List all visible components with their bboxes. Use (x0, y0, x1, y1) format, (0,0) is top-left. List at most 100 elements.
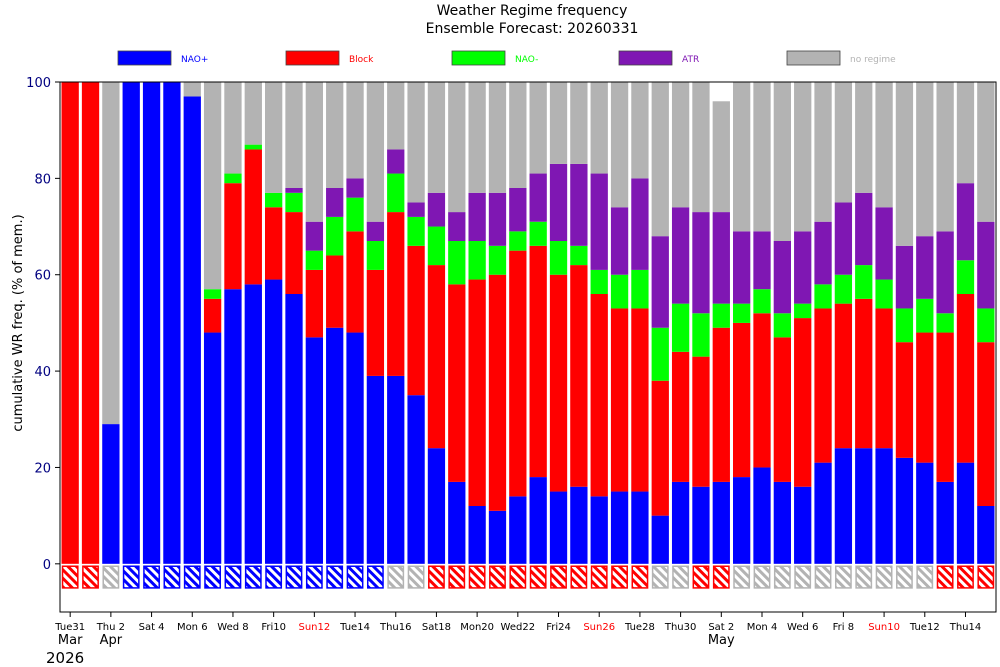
bar-nao-29 (651, 327, 669, 381)
bar-noregime-2 (102, 82, 120, 425)
bar-nao-28 (631, 491, 649, 564)
bar-atr-14 (346, 178, 364, 198)
bar-noregime-44 (956, 82, 975, 184)
bar-atr-27 (610, 207, 629, 275)
bar-block-34 (753, 313, 771, 468)
x-tick-label-16: Thu16 (379, 622, 412, 633)
bar-atr-11 (285, 188, 303, 193)
observed-box-20 (468, 565, 486, 589)
x-tick-label-22: Wed22 (501, 622, 536, 633)
bar-noregime-31 (692, 82, 710, 213)
bar-nao-39 (855, 448, 873, 564)
x-tick-label-18: Sat18 (422, 622, 451, 633)
legend-swatch-1 (285, 50, 340, 66)
bar-nao-33 (733, 303, 751, 323)
bar-nao-42 (916, 298, 934, 333)
x-tick-label-26: Sun26 (583, 622, 615, 633)
bar-nao-29 (651, 515, 669, 564)
bar-nao-35 (773, 481, 791, 564)
bar-nao-35 (773, 313, 791, 338)
bar-atr-25 (570, 163, 588, 246)
bar-block-27 (610, 308, 629, 492)
bar-atr-12 (305, 221, 323, 251)
chart-subtitle: Ensemble Forecast: 20260331 (426, 21, 639, 37)
bar-nao-15 (366, 241, 385, 270)
legend-label-2: NAO- (515, 55, 538, 65)
bar-nao-34 (753, 289, 771, 314)
x-tick-label-30: Thu30 (664, 622, 697, 633)
bar-nao-11 (285, 192, 303, 213)
bar-nao-37 (814, 462, 832, 564)
bar-nao-27 (610, 491, 629, 564)
bar-nao-20 (468, 241, 486, 280)
bar-block-24 (549, 274, 568, 492)
bar-atr-43 (936, 231, 954, 314)
observed-box-36 (794, 565, 812, 589)
observed-box-26 (590, 565, 608, 589)
bar-atr-42 (916, 236, 934, 299)
bar-noregime-22 (509, 82, 527, 188)
bar-noregime-43 (936, 82, 954, 232)
observed-box-35 (773, 565, 791, 589)
y-tick-label-40: 40 (34, 365, 51, 380)
bar-nao-16 (387, 173, 405, 213)
bar-nao-21 (488, 510, 507, 564)
bar-block-28 (631, 308, 649, 492)
bar-nao-24 (549, 491, 568, 564)
bar-block-39 (855, 298, 873, 449)
bar-atr-13 (326, 188, 344, 217)
bar-noregime-8 (224, 82, 242, 174)
x-tick-label-28: Tue28 (624, 622, 655, 633)
bars-group (61, 82, 995, 564)
month-label-may: May (708, 633, 735, 648)
bar-noregime-36 (794, 82, 812, 232)
bar-nao-44 (956, 260, 975, 294)
x-tick-label-42: Tue12 (909, 622, 940, 633)
observed-box-22 (509, 565, 527, 589)
observed-box-5 (163, 565, 181, 589)
bar-atr-35 (773, 241, 791, 314)
observed-box-8 (224, 565, 242, 589)
bar-nao-38 (834, 274, 853, 304)
observed-box-18 (428, 565, 445, 589)
bar-atr-38 (834, 202, 853, 275)
bar-nao-42 (916, 462, 934, 564)
bar-atr-23 (529, 173, 547, 222)
bar-noregime-30 (671, 82, 690, 208)
bar-noregime-20 (468, 82, 486, 193)
observed-box-40 (875, 565, 893, 589)
bar-block-12 (305, 269, 323, 338)
observed-box-45 (977, 565, 995, 589)
observed-box-30 (672, 565, 690, 589)
observed-box-10 (265, 565, 283, 589)
observed-box-4 (143, 565, 160, 589)
bar-nao-17 (407, 395, 425, 564)
bar-nao-11 (285, 294, 303, 564)
bar-nao-36 (794, 486, 812, 564)
bar-atr-22 (509, 188, 527, 232)
x-tick-label-14: Tue14 (339, 622, 370, 633)
bar-atr-33 (733, 231, 751, 304)
bar-atr-37 (814, 221, 832, 285)
bar-block-19 (448, 284, 466, 482)
bar-nao-25 (570, 486, 588, 564)
bar-atr-36 (794, 231, 812, 304)
x-tick-label-38: Fri 8 (833, 622, 854, 633)
bar-noregime-15 (366, 82, 385, 222)
bar-nao-39 (855, 265, 873, 299)
bar-nao-40 (875, 448, 893, 564)
observed-box-16 (387, 565, 405, 589)
x-tick-label-12: Sun12 (298, 622, 330, 633)
observed-box-29 (651, 565, 669, 589)
bar-block-9 (244, 149, 262, 285)
bar-noregime-42 (916, 82, 934, 237)
bar-noregime-41 (895, 82, 914, 246)
bar-nao-44 (956, 462, 975, 564)
bar-block-15 (366, 269, 385, 376)
bar-block-22 (509, 250, 527, 497)
chart-title: Weather Regime frequency (437, 3, 628, 19)
bar-block-20 (468, 279, 486, 506)
bar-block-41 (895, 342, 914, 458)
bar-noregime-45 (977, 82, 995, 222)
bar-atr-16 (387, 149, 405, 174)
